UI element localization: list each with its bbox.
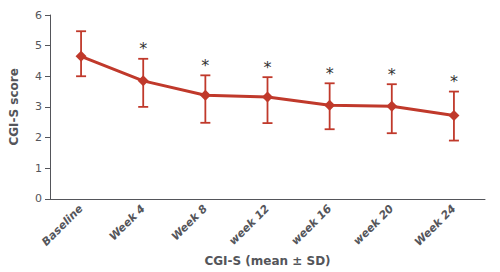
svg-text:6: 6: [35, 9, 42, 22]
svg-text:1: 1: [35, 162, 42, 175]
svg-text:Baseline: Baseline: [39, 202, 86, 249]
svg-text:Week 8: Week 8: [169, 202, 210, 243]
svg-text:Week 4: Week 4: [107, 202, 148, 243]
svg-text:*: *: [201, 56, 209, 75]
svg-text:CGI-S score: CGI-S score: [7, 68, 21, 145]
svg-text:*: *: [264, 58, 272, 77]
svg-text:2: 2: [35, 131, 42, 144]
svg-text:5: 5: [35, 39, 42, 52]
svg-text:*: *: [326, 64, 334, 83]
svg-text:3: 3: [35, 100, 42, 113]
svg-text:Week 24: Week 24: [412, 202, 458, 248]
svg-text:4: 4: [35, 70, 42, 83]
svg-text:0: 0: [35, 192, 42, 205]
svg-text:*: *: [139, 39, 147, 58]
svg-text:week 12: week 12: [227, 202, 273, 248]
svg-text:week 16: week 16: [289, 202, 335, 248]
svg-text:*: *: [450, 72, 458, 91]
svg-text:week 20: week 20: [351, 202, 397, 248]
svg-text:CGI-S (mean ± SD): CGI-S (mean ± SD): [204, 254, 330, 268]
svg-text:*: *: [388, 65, 396, 84]
